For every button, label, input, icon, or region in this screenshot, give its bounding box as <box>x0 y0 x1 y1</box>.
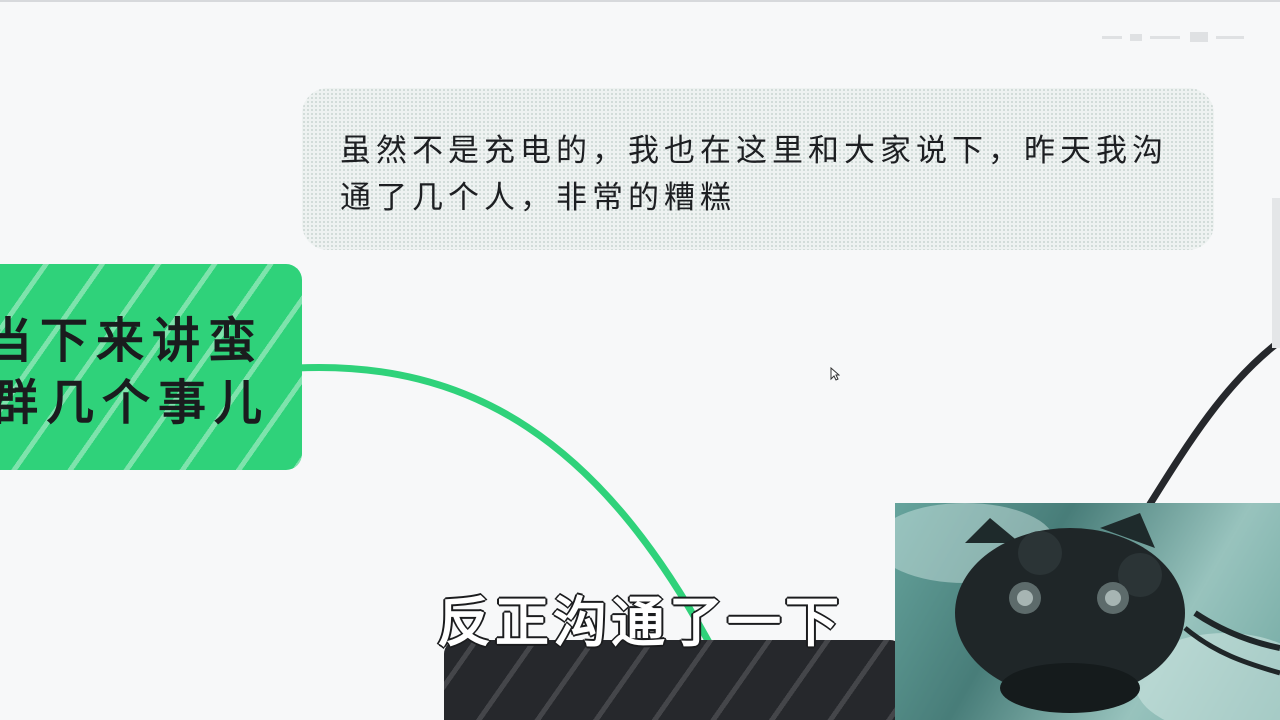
video-overlay <box>895 503 1280 720</box>
green-branch-line <box>292 363 716 652</box>
note-text: 虽然不是充电的，我也在这里和大家说下，昨天我沟 通了几个人，非常的糟糕 <box>340 128 1178 222</box>
note-line-2: 通了几个人，非常的糟糕 <box>340 180 736 216</box>
topic-node[interactable]: 当下来讲蛮 群几个事儿 <box>0 264 302 470</box>
topic-line-1: 当下来讲蛮 <box>0 313 265 369</box>
note-line-1: 虽然不是充电的，我也在这里和大家说下，昨天我沟 <box>340 133 1168 169</box>
watermark <box>1100 28 1250 48</box>
note-bubble[interactable]: 虽然不是充电的，我也在这里和大家说下，昨天我沟 通了几个人，非常的糟糕 <box>302 88 1214 250</box>
top-divider <box>0 0 1280 2</box>
dark-topic-node[interactable] <box>444 640 904 720</box>
mouse-cursor-icon <box>830 367 840 381</box>
topic-line-2: 群几个事儿 <box>0 375 271 431</box>
subtitle-caption: 反正沟通了一下 <box>436 590 843 655</box>
dark-branch-line <box>1146 341 1279 508</box>
right-edge-node <box>1272 198 1280 348</box>
